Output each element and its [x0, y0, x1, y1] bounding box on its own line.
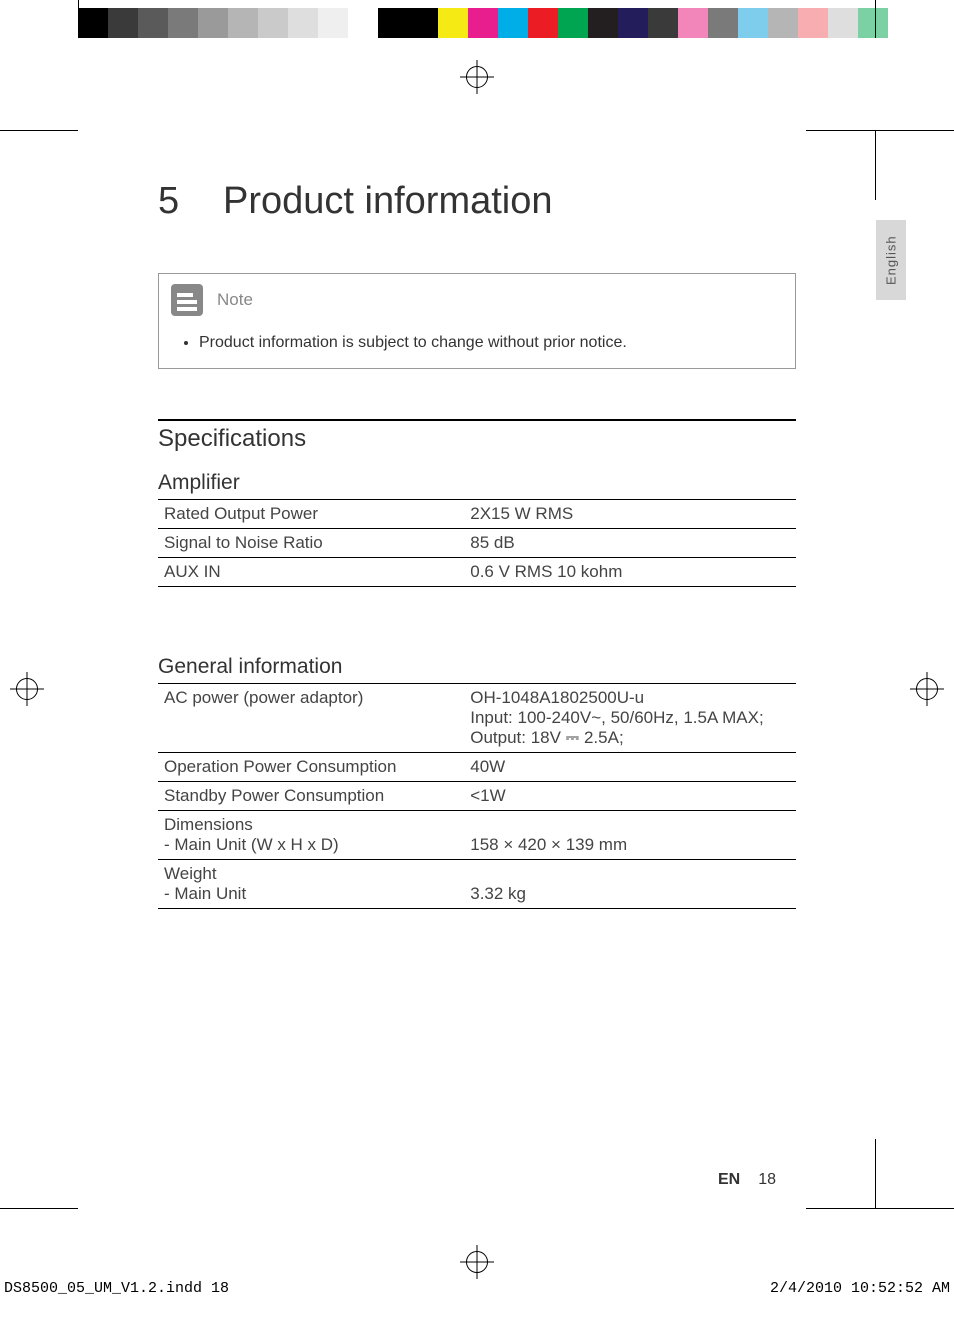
spec-value: 3.32 kg [464, 860, 796, 909]
footer-lang: EN [718, 1171, 740, 1188]
color-swatch [498, 8, 528, 38]
print-filename: DS8500_05_UM_V1.2.indd 18 [4, 1280, 229, 1297]
crop-mark [875, 0, 876, 38]
amplifier-title: Amplifier [158, 471, 796, 495]
table-row: AUX IN0.6 V RMS 10 kohm [158, 558, 796, 587]
spec-value: 85 dB [464, 529, 796, 558]
spec-value: 0.6 V RMS 10 kohm [464, 558, 796, 587]
color-swatch [228, 8, 258, 38]
color-swatch [408, 8, 438, 38]
registration-mark [10, 672, 44, 706]
color-bar [78, 8, 888, 38]
chapter-text: Product information [223, 180, 553, 222]
crop-mark [78, 0, 79, 38]
table-row: Standby Power Consumption<1W [158, 782, 796, 811]
color-swatch [768, 8, 798, 38]
crop-mark [876, 1208, 954, 1209]
section-rule [158, 419, 796, 421]
registration-mark [910, 672, 944, 706]
page-content: English 5Product information Note Produc… [78, 130, 876, 1209]
color-swatch [138, 8, 168, 38]
color-swatch [468, 8, 498, 38]
color-swatch [168, 8, 198, 38]
color-swatch [588, 8, 618, 38]
registration-mark [460, 60, 494, 94]
spec-label: Operation Power Consumption [158, 753, 464, 782]
table-row: Dimensions - Main Unit (W x H x D) 158 ×… [158, 811, 796, 860]
registration-mark [460, 1245, 494, 1279]
color-swatch [318, 8, 348, 38]
table-row: AC power (power adaptor)OH-1048A1802500U… [158, 684, 796, 753]
table-row: Rated Output Power2X15 W RMS [158, 500, 796, 529]
note-box: Note Product information is subject to c… [158, 273, 796, 369]
general-title: General information [158, 655, 796, 679]
color-swatch [618, 8, 648, 38]
color-swatch [438, 8, 468, 38]
note-text: Product information is subject to change… [199, 334, 775, 352]
spec-label: Signal to Noise Ratio [158, 529, 464, 558]
spec-label: AUX IN [158, 558, 464, 587]
general-table: AC power (power adaptor)OH-1048A1802500U… [158, 683, 796, 909]
spec-label: AC power (power adaptor) [158, 684, 464, 753]
footer-page-number: 18 [758, 1171, 776, 1188]
crop-mark [0, 130, 78, 131]
color-swatch [738, 8, 768, 38]
spec-label: Dimensions - Main Unit (W x H x D) [158, 811, 464, 860]
section-title: Specifications [158, 425, 796, 453]
spec-value: <1W [464, 782, 796, 811]
chapter-number: 5 [158, 180, 223, 223]
color-swatch [558, 8, 588, 38]
color-swatch [648, 8, 678, 38]
color-swatch [108, 8, 138, 38]
color-swatch [858, 8, 888, 38]
spec-label: Standby Power Consumption [158, 782, 464, 811]
crop-mark [876, 130, 954, 131]
amplifier-table: Rated Output Power2X15 W RMSSignal to No… [158, 499, 796, 587]
note-icon [171, 284, 203, 316]
color-swatch [798, 8, 828, 38]
spec-value: 158 × 420 × 139 mm [464, 811, 796, 860]
table-row: Operation Power Consumption40W [158, 753, 796, 782]
color-swatch [198, 8, 228, 38]
chapter-title: 5Product information [158, 180, 796, 223]
page-footer: EN 18 [718, 1171, 776, 1189]
color-swatch [348, 8, 378, 38]
spec-label: Rated Output Power [158, 500, 464, 529]
language-tab: English [876, 220, 906, 300]
table-row: Weight - Main Unit 3.32 kg [158, 860, 796, 909]
color-swatch [708, 8, 738, 38]
spec-label: Weight - Main Unit [158, 860, 464, 909]
color-swatch [678, 8, 708, 38]
table-row: Signal to Noise Ratio85 dB [158, 529, 796, 558]
crop-mark [0, 1208, 78, 1209]
color-swatch [288, 8, 318, 38]
print-datetime: 2/4/2010 10:52:52 AM [770, 1280, 950, 1297]
spec-value: OH-1048A1802500U-u Input: 100-240V~, 50/… [464, 684, 796, 753]
note-label: Note [217, 290, 253, 310]
spec-value: 2X15 W RMS [464, 500, 796, 529]
color-swatch [528, 8, 558, 38]
spec-value: 40W [464, 753, 796, 782]
color-swatch [378, 8, 408, 38]
color-swatch [258, 8, 288, 38]
color-swatch [828, 8, 858, 38]
color-swatch [78, 8, 108, 38]
